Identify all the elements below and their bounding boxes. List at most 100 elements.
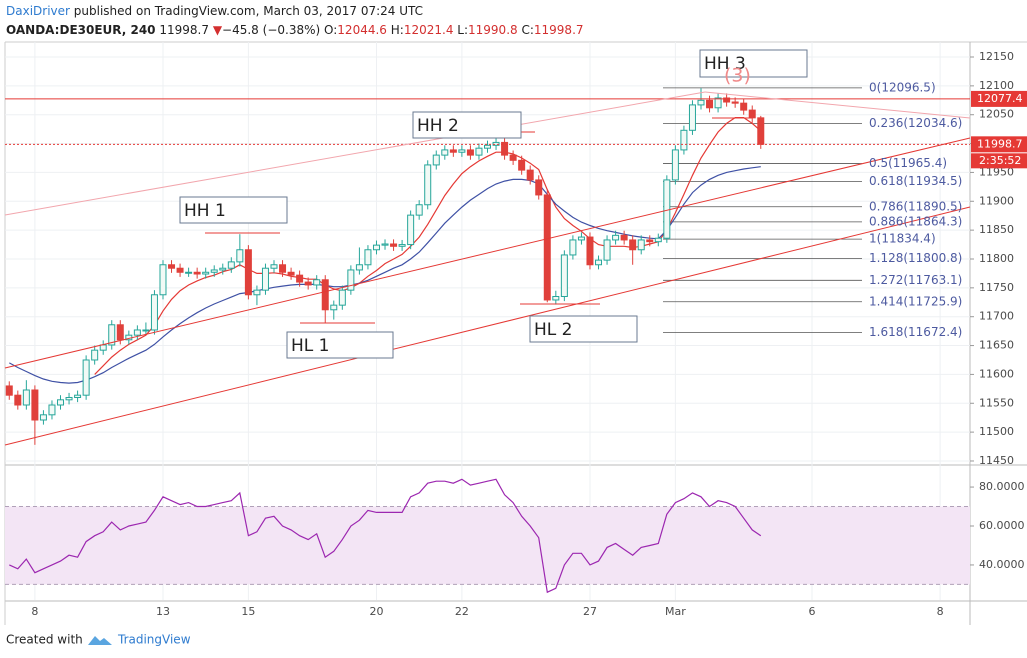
candle-body <box>466 149 474 156</box>
rsi-band <box>5 506 970 585</box>
candle-body <box>697 99 705 106</box>
y-tick-label: 12100 <box>979 79 1014 92</box>
candle-body <box>5 385 13 396</box>
candle-body <box>646 239 654 243</box>
fib-label: 0.5(11965.4) <box>869 156 947 170</box>
candle-body <box>526 169 534 181</box>
candle-body <box>193 271 201 275</box>
candle-body <box>48 404 56 416</box>
price-badge <box>971 90 1027 107</box>
candle-body <box>543 194 551 301</box>
candle-body <box>74 394 82 398</box>
candle-body <box>330 304 338 311</box>
x-tick-label: 8 <box>31 605 38 618</box>
candle-body <box>185 271 193 274</box>
label-box <box>179 196 288 224</box>
logo <box>88 636 112 645</box>
label-box <box>529 315 638 343</box>
candle-body <box>415 204 423 216</box>
candle-body <box>501 141 509 156</box>
h-val: 12021.4 <box>404 23 454 37</box>
y-tick-label: 11500 <box>979 425 1014 438</box>
label-box <box>412 111 522 139</box>
candle-body <box>14 394 22 406</box>
candle-body <box>313 279 321 286</box>
drawings: HH 1 HL 1 HH 2 HL 2 HH 3 (3) <box>4 49 971 446</box>
rsi-line <box>9 478 762 594</box>
published: published on TradingView.com, March 03, … <box>74 4 423 18</box>
footer-text: Created with <box>6 633 83 647</box>
moving-average <box>9 166 761 384</box>
label-box <box>286 331 394 359</box>
symbol: OANDA:DE30EUR, 240 <box>6 23 156 37</box>
candle-body <box>338 289 346 306</box>
x-tick-label: Mar <box>665 605 686 618</box>
candle-body <box>475 147 483 156</box>
candle-body <box>509 154 517 161</box>
label: HL 1 <box>291 336 329 356</box>
candle-body <box>484 144 491 149</box>
candle-body <box>595 259 603 266</box>
candle-body <box>168 264 176 269</box>
last: 11998.7 <box>159 23 209 37</box>
candle-body <box>270 264 278 269</box>
candle-body <box>441 149 449 156</box>
candle-body <box>287 271 295 276</box>
fib-label: 1(11834.4) <box>869 232 936 246</box>
candle-body <box>236 249 244 263</box>
candle-body <box>304 281 312 286</box>
candle-body <box>57 399 65 406</box>
candle-body <box>398 244 406 247</box>
candle-body <box>219 267 227 271</box>
candle-body <box>321 279 329 311</box>
author[interactable]: DaxiDriver <box>6 4 70 18</box>
rsi-tick-label: 40.0000 <box>979 558 1025 571</box>
fib-label: 1.128(11800.8) <box>869 251 962 265</box>
label: HH 1 <box>184 201 226 221</box>
candle-body <box>740 102 748 111</box>
candle-body <box>407 214 415 246</box>
candle-body <box>210 269 218 273</box>
symbol-line: OANDA:DE30EUR, 240 11998.7 ▼−45.8 (−0.38… <box>6 23 584 37</box>
channel-line <box>4 206 971 446</box>
candle-body <box>637 239 645 251</box>
candle-body <box>671 149 679 181</box>
candle-body <box>364 249 372 266</box>
candle-body <box>424 164 432 206</box>
countdown-badge <box>971 153 1027 169</box>
candle-body <box>731 101 739 104</box>
rsi-tick-label: 60.0000 <box>979 519 1025 532</box>
candle-body <box>577 236 585 241</box>
fib-label: 1.618(11672.4) <box>869 325 962 339</box>
footer-brand[interactable]: TradingView <box>117 633 191 647</box>
h-key: H: <box>391 23 404 37</box>
candle-body <box>279 264 287 273</box>
y-tick-label: 11750 <box>979 281 1014 294</box>
y-tick-label: 11950 <box>979 165 1014 178</box>
candle-body <box>586 236 594 266</box>
x-tick-label: 22 <box>455 605 469 618</box>
candle-body <box>654 237 662 243</box>
fib-label: 0.618(11934.5) <box>869 174 962 188</box>
fib-label: 0.886(11864.3) <box>869 214 962 228</box>
wave-label: (3) <box>724 65 751 87</box>
frame <box>4 41 1027 625</box>
y-tick-label: 12150 <box>979 50 1014 63</box>
candle-body <box>552 296 560 301</box>
candle-body <box>603 239 611 261</box>
candle-body <box>723 97 731 103</box>
candle-body <box>680 129 688 151</box>
y-tick-label: 11450 <box>979 454 1014 467</box>
candle-body <box>518 159 526 171</box>
candle-body <box>390 243 398 247</box>
o-val: 12044.6 <box>337 23 387 37</box>
candle-body <box>688 104 696 131</box>
x-tick-label: 15 <box>241 605 255 618</box>
c-val: 11998.7 <box>534 23 584 37</box>
candle-body <box>159 264 167 296</box>
plot <box>5 42 970 600</box>
price-badge-label: 11998.7 <box>977 137 1023 150</box>
trend-line <box>704 91 971 119</box>
price-badge <box>971 136 1027 153</box>
